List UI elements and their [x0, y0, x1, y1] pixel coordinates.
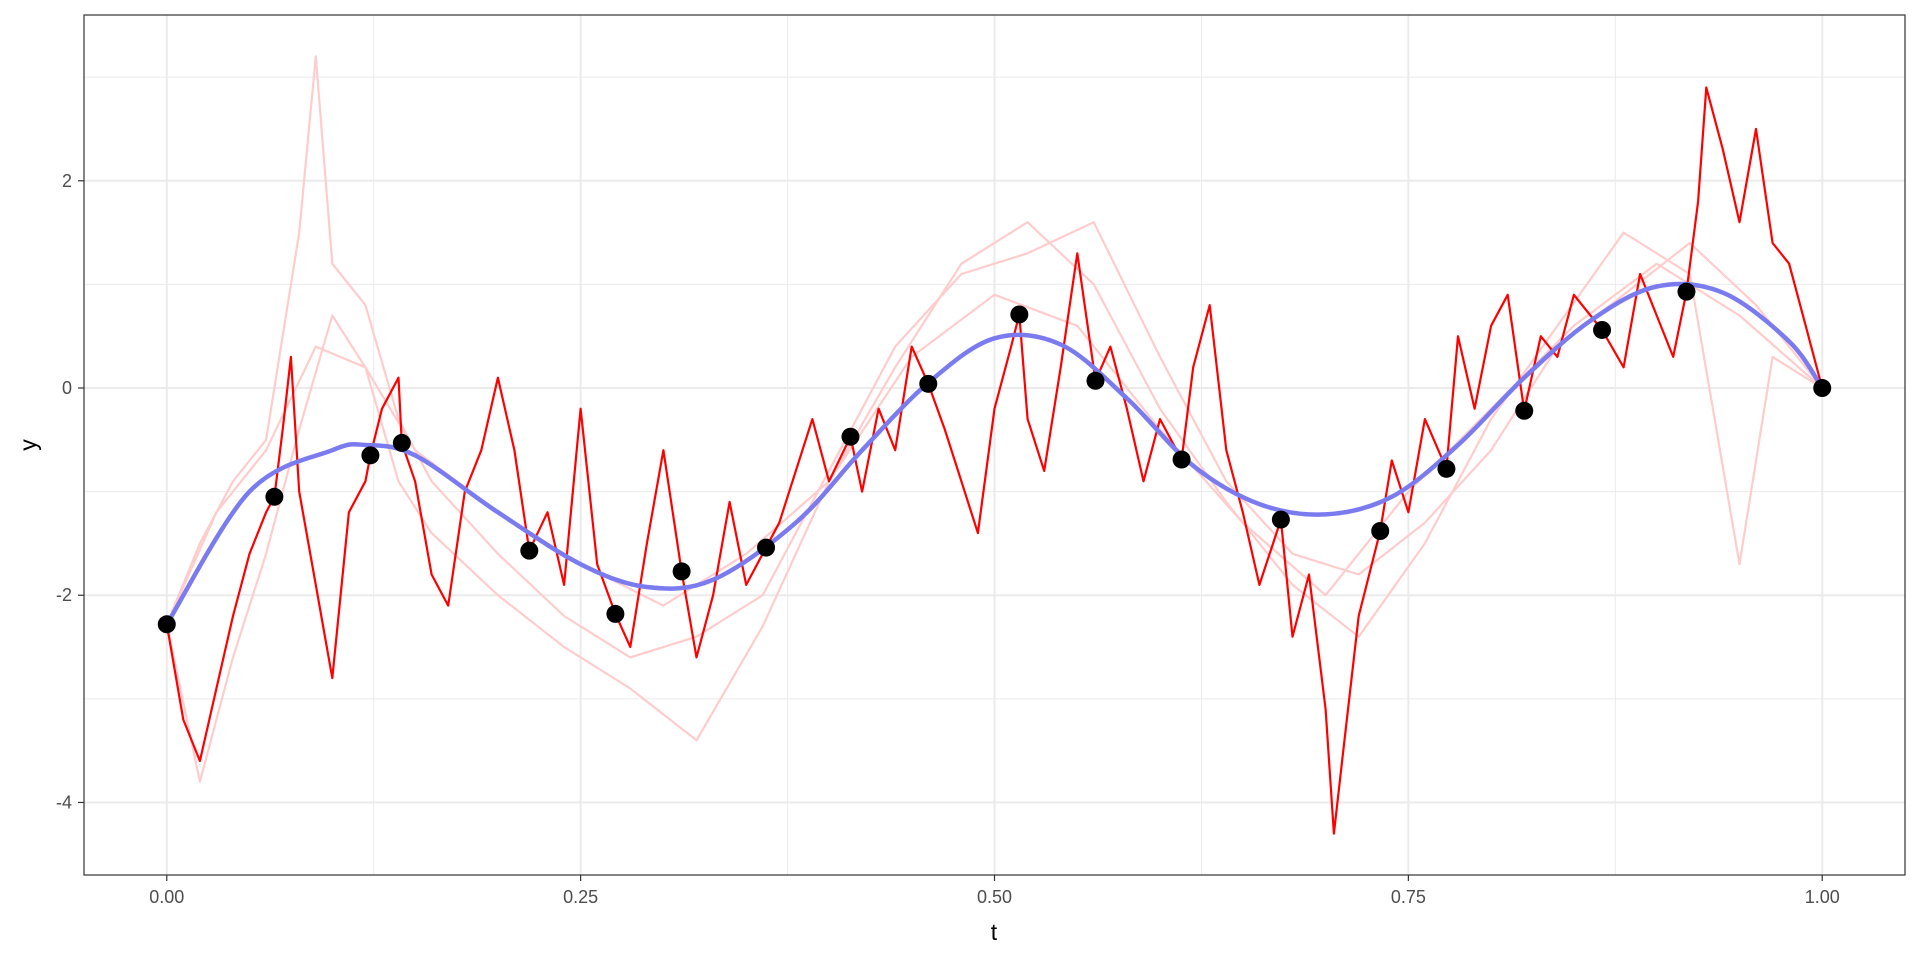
observation-point — [672, 562, 691, 581]
x-tick-label: 0.00 — [149, 887, 184, 907]
observation-point — [1371, 522, 1390, 540]
x-tick-label: 1.00 — [1805, 887, 1840, 907]
observation-point — [265, 487, 284, 506]
y-axis: -4 -2 0 2 — [56, 171, 84, 812]
background-path-2 — [165, 221, 1823, 783]
y-tick-label: 0 — [62, 378, 72, 398]
observation-point — [1813, 379, 1832, 398]
highlight-path — [165, 86, 1824, 835]
y-tick-label: -2 — [56, 585, 72, 605]
grid-major — [84, 15, 1905, 875]
observation-point — [606, 604, 625, 623]
observation-point — [841, 427, 860, 446]
observation-point — [1437, 459, 1456, 478]
mean-curve-group — [164, 281, 1825, 627]
x-axis-title: t — [991, 919, 998, 945]
observation-point — [157, 615, 176, 634]
y-axis-title: y — [15, 439, 41, 451]
observation-point — [520, 541, 539, 560]
mean-curve — [164, 281, 1825, 627]
x-tick-label: 0.50 — [977, 887, 1012, 907]
observation-point — [1271, 510, 1290, 529]
x-tick-label: 0.75 — [1391, 887, 1426, 907]
y-tick-label: -4 — [56, 792, 72, 812]
observation-point — [361, 446, 380, 465]
observation-point — [1515, 401, 1534, 420]
observation-points — [157, 282, 1832, 634]
observation-point — [1593, 320, 1612, 339]
observation-point — [919, 374, 938, 393]
y-tick-label: 2 — [62, 171, 72, 191]
x-axis: 0.00 0.25 0.50 0.75 1.00 — [149, 875, 1840, 907]
x-tick-label: 0.25 — [563, 887, 598, 907]
observation-point — [1010, 305, 1029, 324]
observation-point — [1086, 371, 1105, 390]
observation-point — [757, 538, 776, 557]
highlight-path-group — [165, 86, 1824, 835]
observation-point — [1172, 450, 1191, 469]
observation-point — [392, 433, 411, 452]
background-path-1 — [165, 55, 1824, 659]
observation-point — [1677, 282, 1696, 301]
